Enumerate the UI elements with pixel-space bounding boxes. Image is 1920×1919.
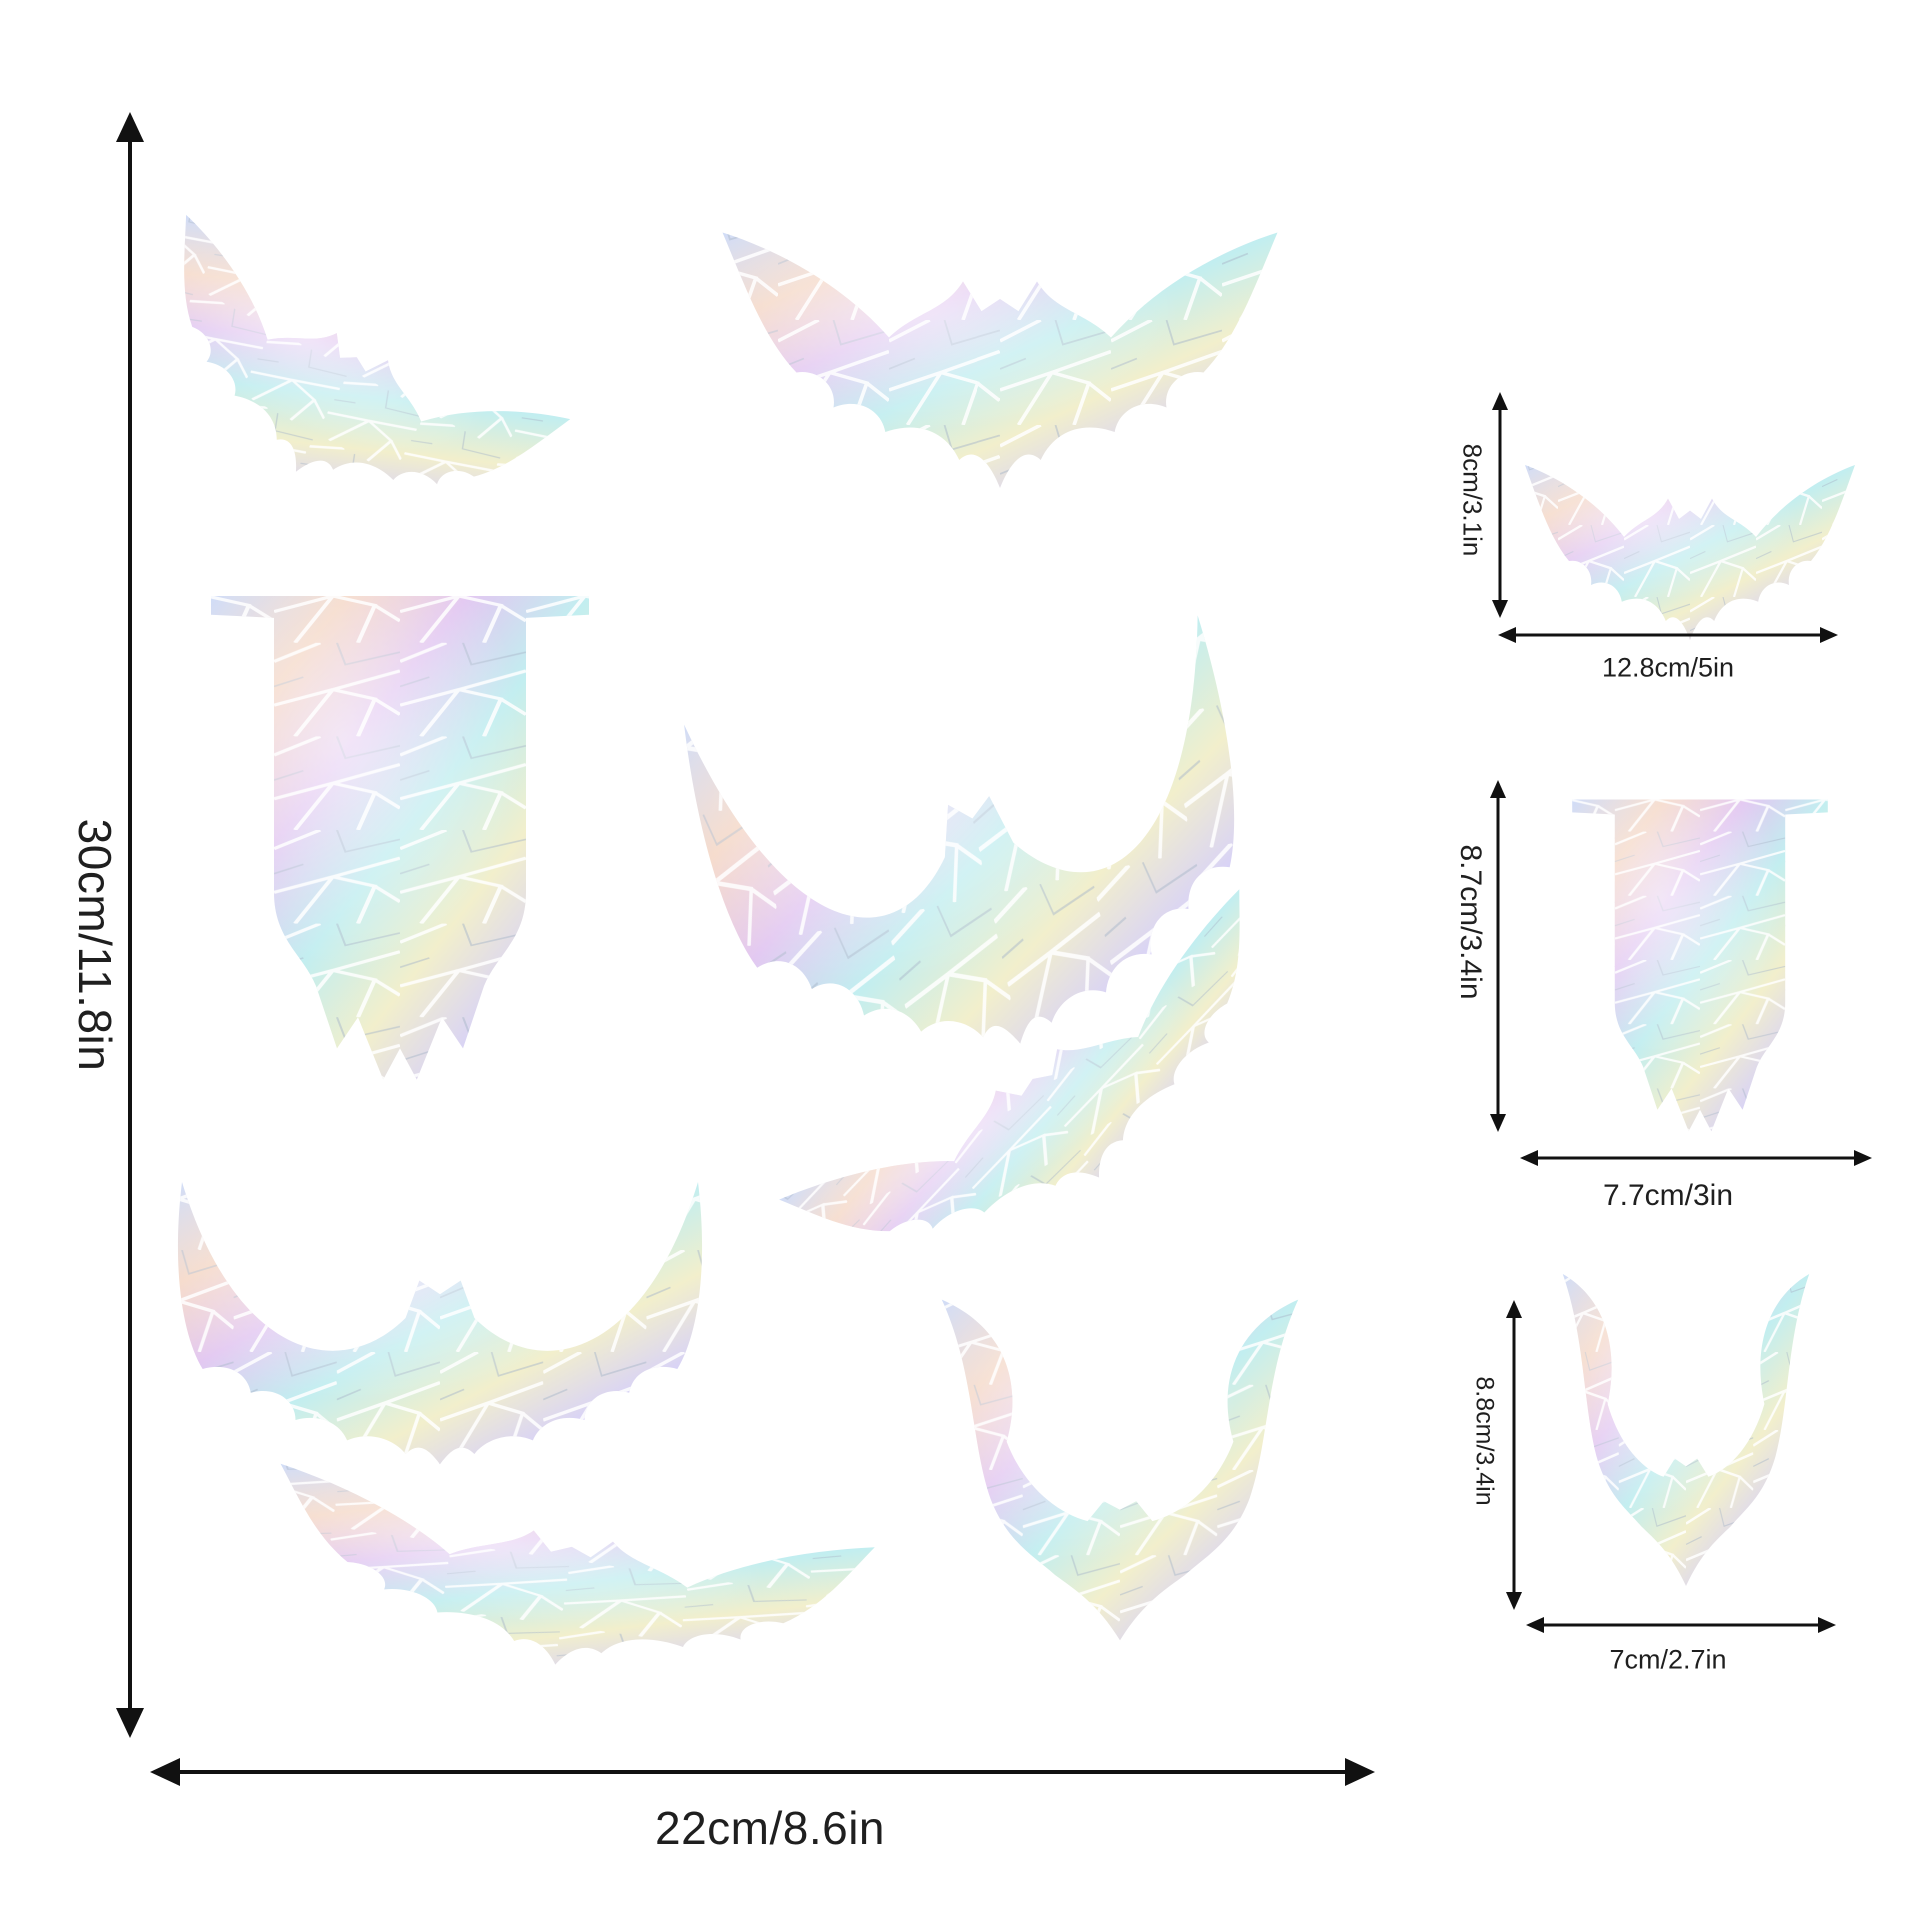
sample-3-width-arrow	[1526, 1617, 1836, 1633]
bat-sticker-icon	[258, 1463, 875, 1707]
sample-1-width-label: 12.8cm/5in	[1601, 652, 1735, 683]
sample-2-height-label: 8.7cm/3.4in	[1454, 844, 1487, 1000]
sample-2-width-arrow	[1520, 1150, 1872, 1166]
sample-2-width-label: 7.7cm/3in	[1602, 1179, 1734, 1212]
sheet-height-arrow	[116, 112, 144, 1738]
bat-sticker-icon	[177, 1182, 703, 1465]
bat-sticker-icon	[103, 214, 571, 574]
bat-sticker-icon	[1562, 1274, 1810, 1586]
sample-3-height-label: 8.8cm/3.4in	[1470, 1376, 1499, 1506]
sample-3	[1506, 1274, 1836, 1633]
sample-2	[1490, 780, 1872, 1166]
sample-1	[1492, 392, 1855, 643]
sample-1-height-arrow	[1492, 392, 1508, 618]
main-sticker-sheet	[103, 214, 1330, 1707]
sample-2-height-arrow	[1490, 780, 1506, 1132]
sample-1-height-label: 8cm/3.1in	[1457, 443, 1488, 557]
bat-sticker-icon	[211, 596, 590, 1080]
bat-sticker-icon	[1572, 799, 1828, 1132]
sheet-height-label: 30cm/11.8in	[69, 818, 121, 1072]
bat-sticker-icon	[941, 1299, 1299, 1641]
bat-sticker-icon	[1525, 465, 1855, 641]
sheet-width-arrow	[150, 1758, 1375, 1786]
sample-1-width-arrow	[1498, 627, 1838, 643]
sheet-width-label: 22cm/8.6in	[654, 1802, 886, 1854]
sample-3-height-arrow	[1506, 1300, 1522, 1610]
bat-sticker-icon	[722, 232, 1278, 488]
sample-3-width-label: 7cm/2.7in	[1609, 1644, 1727, 1675]
